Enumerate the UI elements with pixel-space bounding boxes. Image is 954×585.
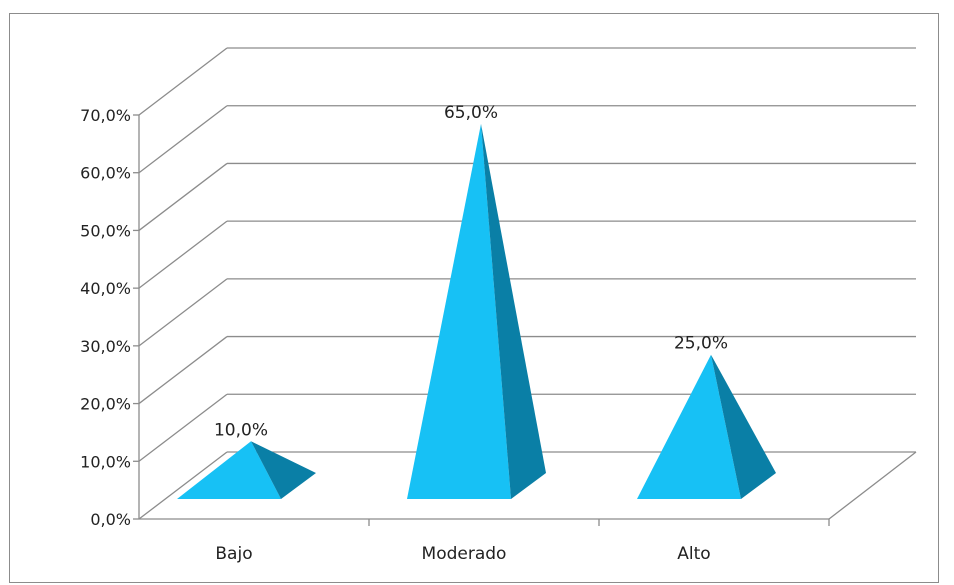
y-tick-label: 50,0% [80,221,131,240]
category-label-bajo: Bajo [215,544,252,564]
category-label-alto: Alto [677,544,710,564]
data-labels: 10,0% 65,0% 25,0% [214,103,728,440]
pyramid-front-face [637,354,741,499]
gridlines [138,47,916,462]
pyramid-bajo [177,441,316,499]
data-label-moderado: 65,0% [444,103,498,123]
pyramid-front-face [177,441,281,499]
pyramid-front-face [407,123,511,499]
gridline-depth [138,393,228,462]
floor-left-edge [138,451,228,520]
y-tick-label: 20,0% [80,395,131,414]
y-tick-label: 60,0% [80,164,131,183]
pyramid-side-face [251,441,316,499]
gridline-depth [138,162,228,231]
y-tick-label: 0,0% [90,510,131,529]
category-label-moderado: Moderado [422,544,507,564]
gridline-depth [138,220,228,289]
y-tick-label: 30,0% [80,337,131,356]
axes [133,114,917,526]
data-label-bajo: 10,0% [214,420,268,440]
pyramids [177,123,776,499]
y-axis-tick-labels: 0,0% 10,0% 20,0% 30,0% 40,0% 50,0% 60,0%… [80,106,131,529]
y-tick-label: 40,0% [80,279,131,298]
floor-right-edge [828,451,917,520]
y-tick-label: 70,0% [80,106,131,125]
pyramid-alto [637,354,776,499]
pyramid-side-face [481,123,546,499]
gridline-depth [138,47,228,116]
x-axis-category-labels: Bajo Moderado Alto [215,544,710,564]
gridline-depth [138,105,228,174]
gridline-depth [138,336,228,405]
pyramid-side-face [711,354,776,499]
data-label-alto: 25,0% [674,334,728,354]
gridline-depth [138,278,228,347]
pyramid-moderado [407,123,546,499]
y-tick-label: 10,0% [80,452,131,471]
